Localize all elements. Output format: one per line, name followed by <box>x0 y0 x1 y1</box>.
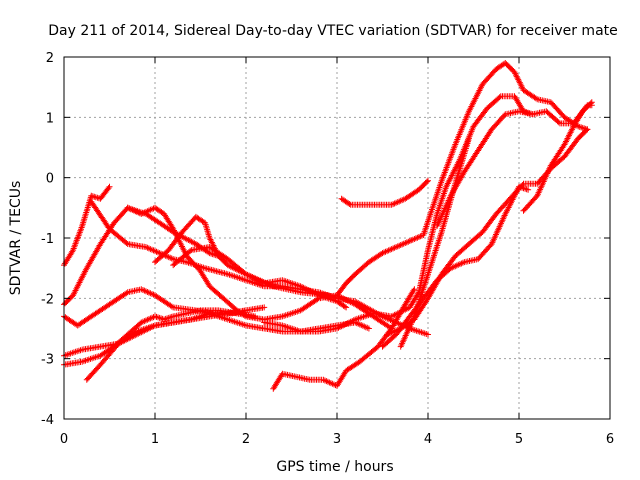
y-tick-label: -1 <box>41 232 54 247</box>
grid-lines <box>64 57 610 419</box>
x-tick-label: 3 <box>333 432 341 447</box>
chart-title: Day 211 of 2014, Sidereal Day-to-day VTE… <box>48 23 618 39</box>
data-series <box>170 244 350 311</box>
x-tick-label: 2 <box>242 432 250 447</box>
data-series <box>152 213 222 266</box>
y-tick-label: 1 <box>46 111 54 126</box>
y-tick-label: -3 <box>41 353 54 368</box>
x-tick-label: 6 <box>606 432 614 447</box>
data-series <box>520 99 595 214</box>
x-axis-title: GPS time / hours <box>276 459 393 475</box>
data-series <box>338 177 431 208</box>
series-markers <box>152 213 222 266</box>
x-tick-label: 4 <box>424 432 432 447</box>
series-markers <box>170 244 350 311</box>
series-markers <box>338 177 431 208</box>
data-series <box>334 60 591 299</box>
series-markers <box>334 60 591 299</box>
y-tick-label: -4 <box>41 413 54 428</box>
x-tick-label: 1 <box>151 432 159 447</box>
axis-ticks <box>63 56 611 420</box>
data-points <box>61 60 595 392</box>
x-tick-labels: 0 1 2 3 4 5 6 <box>60 432 614 447</box>
series-markers <box>520 99 595 214</box>
y-tick-label: 2 <box>46 51 54 66</box>
x-tick-label: 0 <box>60 432 68 447</box>
x-tick-label: 5 <box>515 432 523 447</box>
data-series <box>83 307 249 383</box>
y-tick-labels: -4 -3 -2 -1 0 1 2 <box>41 51 54 428</box>
y-tick-label: -2 <box>41 292 54 307</box>
y-tick-label: 0 <box>46 172 54 187</box>
series-markers <box>83 307 249 383</box>
y-axis-title: SDTVAR / TECUs <box>8 181 24 296</box>
